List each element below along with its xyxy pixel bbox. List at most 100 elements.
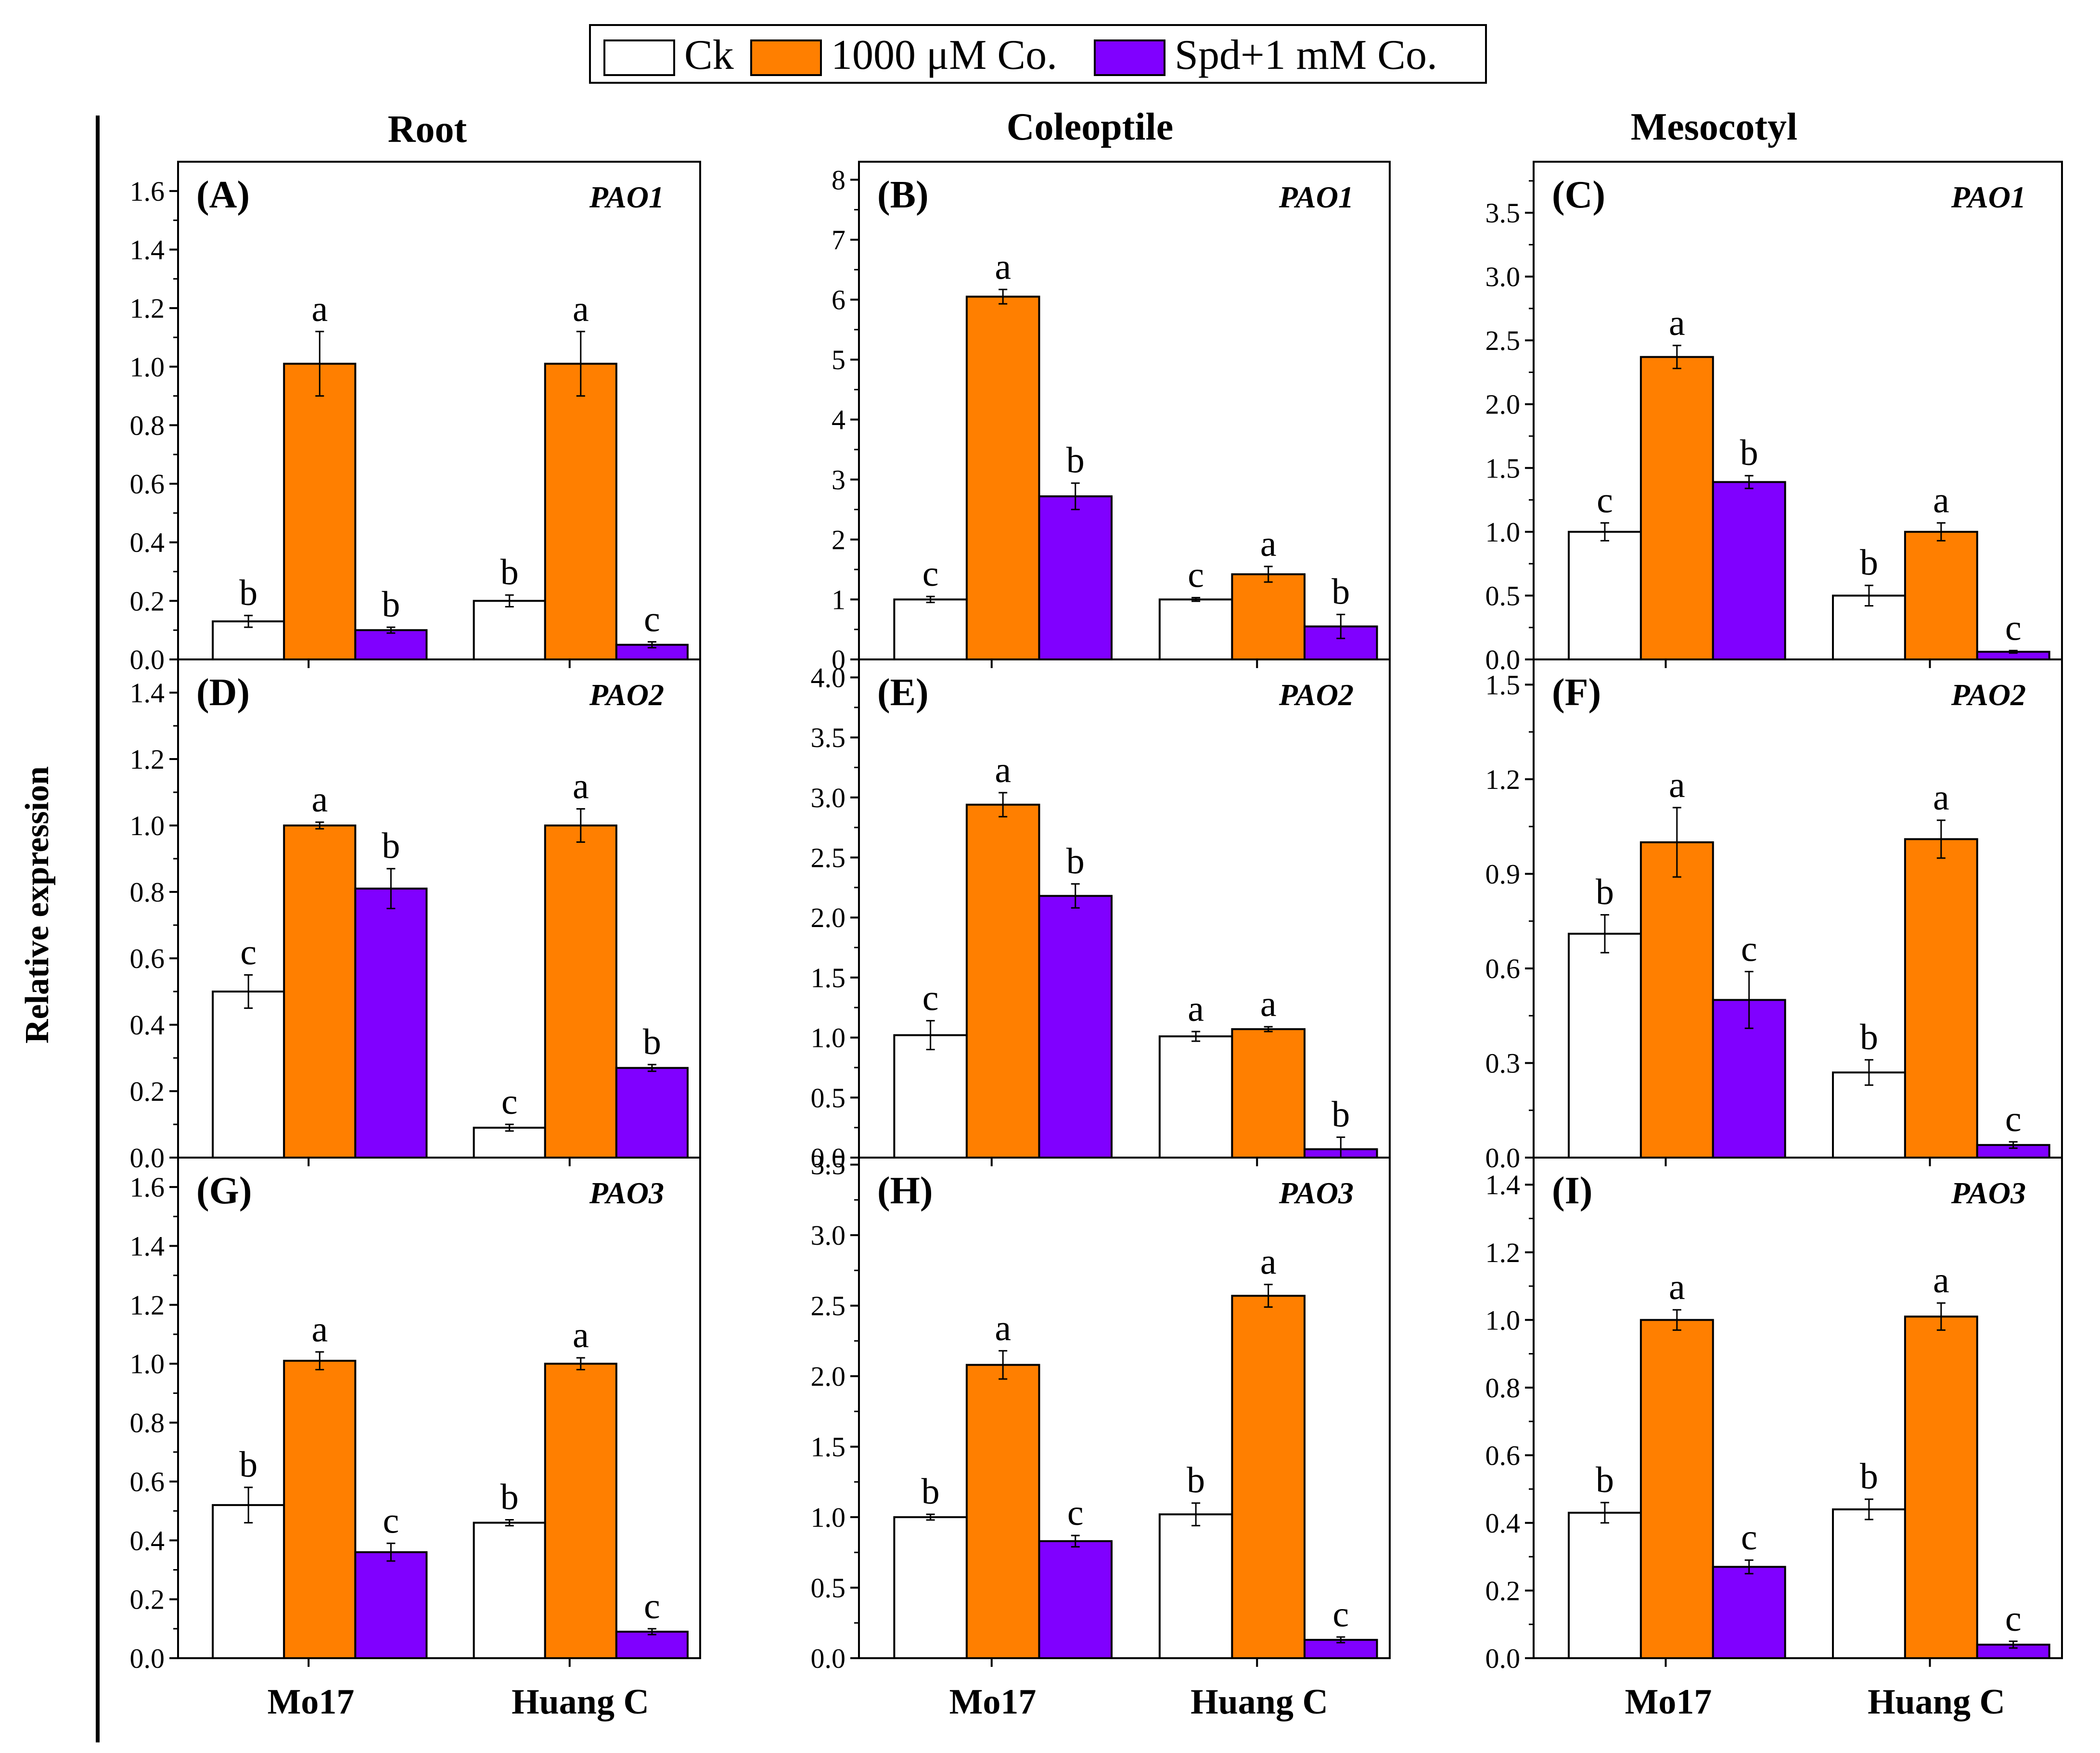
y-tick-label: 2.5 — [1485, 325, 1521, 356]
y-tick-label: 1.2 — [1485, 1237, 1521, 1268]
y-tick-label: 1.2 — [130, 293, 165, 324]
y-tick-label: 2.0 — [811, 1361, 846, 1392]
y-tick-label: 0.8 — [130, 410, 165, 441]
gene-label: PAO2 — [589, 678, 664, 712]
y-tick-label: 0.0 — [1485, 1142, 1521, 1173]
significance-letter: a — [1933, 1260, 1949, 1301]
significance-letter: a — [995, 246, 1011, 287]
significance-letter: b — [1860, 542, 1878, 583]
bar-ck-mo17 — [1568, 530, 1642, 661]
y-tick-label: 0.2 — [130, 585, 165, 617]
significance-letter: a — [1669, 303, 1685, 343]
y-tick-label: 3.5 — [811, 1149, 846, 1181]
significance-letter: b — [1860, 1017, 1878, 1057]
gene-label: PAO3 — [1279, 1176, 1354, 1210]
significance-letter: c — [2005, 1598, 2022, 1639]
y-tick-label: 3.0 — [811, 782, 846, 813]
panel-letter: (G) — [196, 1170, 252, 1212]
y-tick-label: 0.4 — [130, 1009, 165, 1041]
y-tick-label: 0.9 — [1485, 858, 1521, 889]
significance-letter: c — [1597, 480, 1613, 520]
bar-ck-mo17 — [893, 1516, 968, 1659]
y-tick-label: 1.5 — [811, 962, 846, 993]
y-tick-label: 0.0 — [130, 1643, 165, 1674]
significance-letter: b — [1332, 1095, 1350, 1135]
significance-letter: b — [1740, 433, 1758, 473]
y-tick-label: 1.4 — [130, 1231, 165, 1262]
panel-h: 0.0 0.5 1.0 1.5 2.0 2.5 3.0 3.5 (H) PAO3 b b a a c c — [811, 1149, 1391, 1674]
bar-ck-huangc — [1158, 1513, 1233, 1659]
significance-letter: b — [1332, 572, 1350, 612]
y-tick-label: 0.0 — [130, 1142, 165, 1173]
y-tick-label: 0.6 — [1485, 953, 1521, 984]
x-label-mo17-mesocotyl: Mo17 — [1625, 1682, 1712, 1722]
gene-label: PAO1 — [1279, 180, 1354, 214]
bar-co-mo17 — [965, 296, 1040, 660]
bar-co-huangc — [1231, 573, 1306, 660]
bar-co-huangc — [544, 825, 617, 1159]
bar-ck-huangc — [1158, 598, 1233, 660]
legend-frame — [589, 24, 1487, 84]
bar-co-mo17 — [1639, 841, 1714, 1159]
bar-co-huangc — [1231, 1295, 1306, 1660]
significance-letter: b — [1066, 440, 1085, 481]
bar-co-huangc — [1904, 1315, 1978, 1659]
significance-letter: c — [922, 978, 939, 1018]
significance-letter: a — [1933, 480, 1949, 520]
y-tick-label: 0.2 — [1485, 1575, 1521, 1606]
panel-letter: (C) — [1552, 174, 1605, 216]
y-tick-label: 2.5 — [811, 1290, 846, 1322]
y-tick-label: 2.0 — [811, 902, 846, 933]
panel-g: 0.0 0.2 0.4 0.6 0.8 1.0 1.2 1.4 1.6 (G) PAO3 b b a a c c — [130, 1157, 701, 1674]
y-tick-label: 1.0 — [130, 351, 165, 383]
significance-letter: a — [995, 750, 1011, 790]
y-tick-label: 0.6 — [130, 943, 165, 974]
legend-label-co: 1000 μM Co. — [831, 32, 1057, 78]
panel-letter: (A) — [196, 174, 250, 216]
bar-co-huangc — [1904, 838, 1978, 1159]
significance-letter: b — [382, 826, 400, 866]
panel-frame — [1533, 1157, 2063, 1659]
legend-swatch-ck — [603, 39, 675, 76]
chart-panels: 0.0 0.2 0.4 0.6 0.8 1.0 1.2 1.4 1.6 (A) PAO1 b b a a b c… — [130, 161, 2063, 1674]
significance-letter: c — [644, 1586, 660, 1626]
y-tick-label: 0.8 — [130, 1407, 165, 1439]
bar-ck-mo17 — [212, 991, 285, 1159]
significance-letter: c — [501, 1082, 518, 1122]
y-tick-label: 1.0 — [1485, 516, 1521, 548]
bar-spd-mo17 — [354, 1551, 428, 1659]
gene-label: PAO1 — [1951, 180, 2026, 214]
y-tick-label: 0.6 — [1485, 1440, 1521, 1471]
significance-letter: a — [311, 779, 328, 820]
bar-ck-mo17 — [1568, 1511, 1642, 1660]
y-tick-label: 6 — [832, 284, 845, 316]
significance-letter: c — [1741, 929, 1757, 969]
bar-ck-huangc — [473, 600, 546, 660]
x-group-labels: Mo17 Huang C Mo17 Huang C Mo17 Huang C — [268, 1682, 2005, 1722]
panel-e: 0.0 0.5 1.0 1.5 2.0 2.5 3.0 3.5 4.0 (E) PAO2 c a a a b b — [811, 658, 1391, 1173]
bar-co-huangc — [1231, 1028, 1306, 1159]
x-label-huangc-mesocotyl: Huang C — [1868, 1682, 2005, 1722]
column-title-root: Root — [388, 108, 467, 151]
y-tick-label: 0.3 — [1485, 1047, 1521, 1079]
significance-letter: c — [1332, 1594, 1349, 1635]
bar-spd-mo17 — [1712, 481, 1786, 660]
bar-spd-huangc — [615, 1630, 689, 1659]
panel-letter: (D) — [196, 671, 250, 714]
x-label-mo17-coleoptile: Mo17 — [949, 1682, 1037, 1722]
significance-letter: a — [573, 289, 589, 329]
significance-letter: b — [382, 584, 400, 625]
significance-letter: c — [1067, 1493, 1084, 1533]
y-tick-label: 1.2 — [1485, 764, 1521, 795]
y-tick-label: 1.5 — [1485, 452, 1521, 484]
significance-letter: b — [1066, 841, 1085, 881]
y-tick-label: 0.4 — [130, 527, 165, 558]
y-tick-label: 3.5 — [811, 722, 846, 753]
y-tick-label: 0.5 — [811, 1573, 846, 1604]
significance-letter: b — [239, 573, 257, 613]
y-tick-label: 1.0 — [130, 810, 165, 841]
significance-letter: b — [500, 1477, 519, 1517]
y-tick-label: 2.0 — [1485, 389, 1521, 420]
y-tick-label: 1.6 — [130, 176, 165, 207]
bar-co-mo17 — [283, 362, 357, 660]
